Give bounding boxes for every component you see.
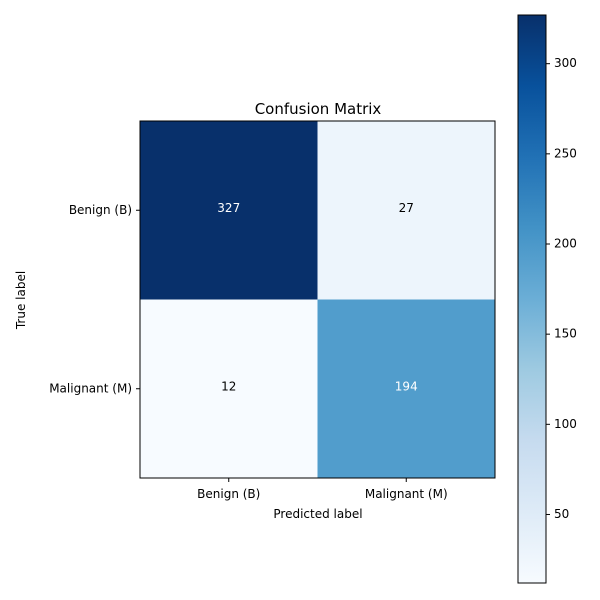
matrix-cell — [317, 121, 496, 300]
colorbar-tick-label: 100 — [554, 417, 577, 431]
colorbar-gradient — [517, 14, 547, 584]
colorbar: 50 100 150 200 250 300 — [517, 14, 577, 584]
chart-title: Confusion Matrix — [255, 100, 382, 118]
x-axis-label: Predicted label — [273, 507, 362, 521]
colorbar-tick-label: 250 — [554, 146, 577, 160]
y-tick-label: Malignant (M) — [49, 381, 132, 395]
colorbar-tick-label: 150 — [554, 327, 577, 341]
cell-value-label: 12 — [221, 379, 236, 393]
colorbar-ticks: 50 100 150 200 250 300 — [546, 56, 577, 521]
matrix-cell — [317, 299, 496, 479]
colorbar-tick-label: 300 — [554, 56, 577, 70]
cell-value-label: 27 — [399, 201, 414, 215]
cell-value-label: 327 — [217, 201, 240, 215]
colorbar-tick-label: 200 — [554, 237, 577, 251]
x-axis-ticks: Benign (B) Malignant (M) — [197, 478, 448, 501]
matrix-cell — [140, 299, 318, 479]
y-tick-label: Benign (B) — [69, 203, 132, 217]
x-tick-label: Malignant (M) — [365, 487, 448, 501]
colorbar-tick-label: 50 — [554, 507, 569, 521]
y-axis-label: True label — [14, 271, 28, 330]
cell-value-label: 194 — [395, 379, 418, 393]
plot-frame — [139, 120, 496, 479]
matrix-cell — [140, 121, 318, 300]
matrix-cells: 327 27 12 194 — [140, 121, 496, 479]
y-axis-ticks: Benign (B) Malignant (M) — [49, 203, 140, 395]
x-tick-label: Benign (B) — [197, 487, 260, 501]
